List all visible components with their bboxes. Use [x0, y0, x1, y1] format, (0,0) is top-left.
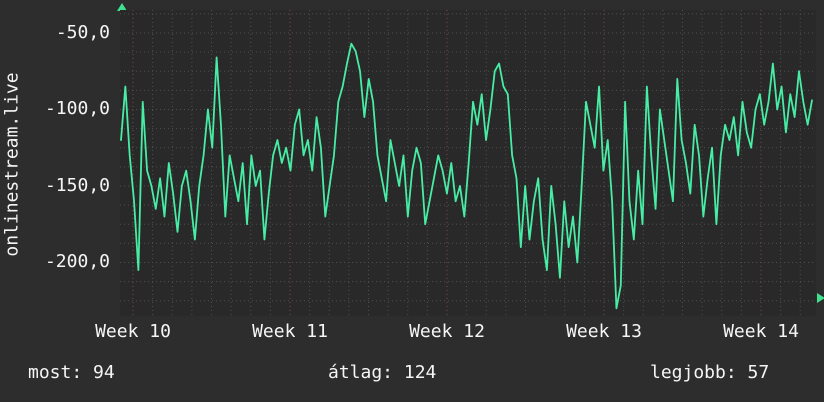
x-tick-label: Week 14: [723, 321, 799, 342]
y-tick-label: -200,0: [44, 251, 110, 272]
stat-current: most: 94: [28, 362, 115, 383]
y-tick-label: -100,0: [44, 98, 110, 119]
y-tick-label: -150,0: [44, 175, 110, 196]
line-chart-svg: [120, 10, 816, 316]
x-tick-label: Week 10: [95, 321, 171, 342]
x-tick-label: Week 13: [566, 321, 642, 342]
x-tick-label: Week 12: [409, 321, 485, 342]
stat-average: átlag: 124: [328, 362, 437, 383]
plot-area: [120, 10, 816, 316]
green-arrow-up-icon: [117, 3, 127, 11]
x-tick-label: Week 11: [252, 321, 328, 342]
stat-best: legjobb: 57: [650, 362, 770, 383]
green-arrow-right-icon: [817, 293, 824, 303]
y-tick-label: -50,0: [55, 22, 110, 43]
